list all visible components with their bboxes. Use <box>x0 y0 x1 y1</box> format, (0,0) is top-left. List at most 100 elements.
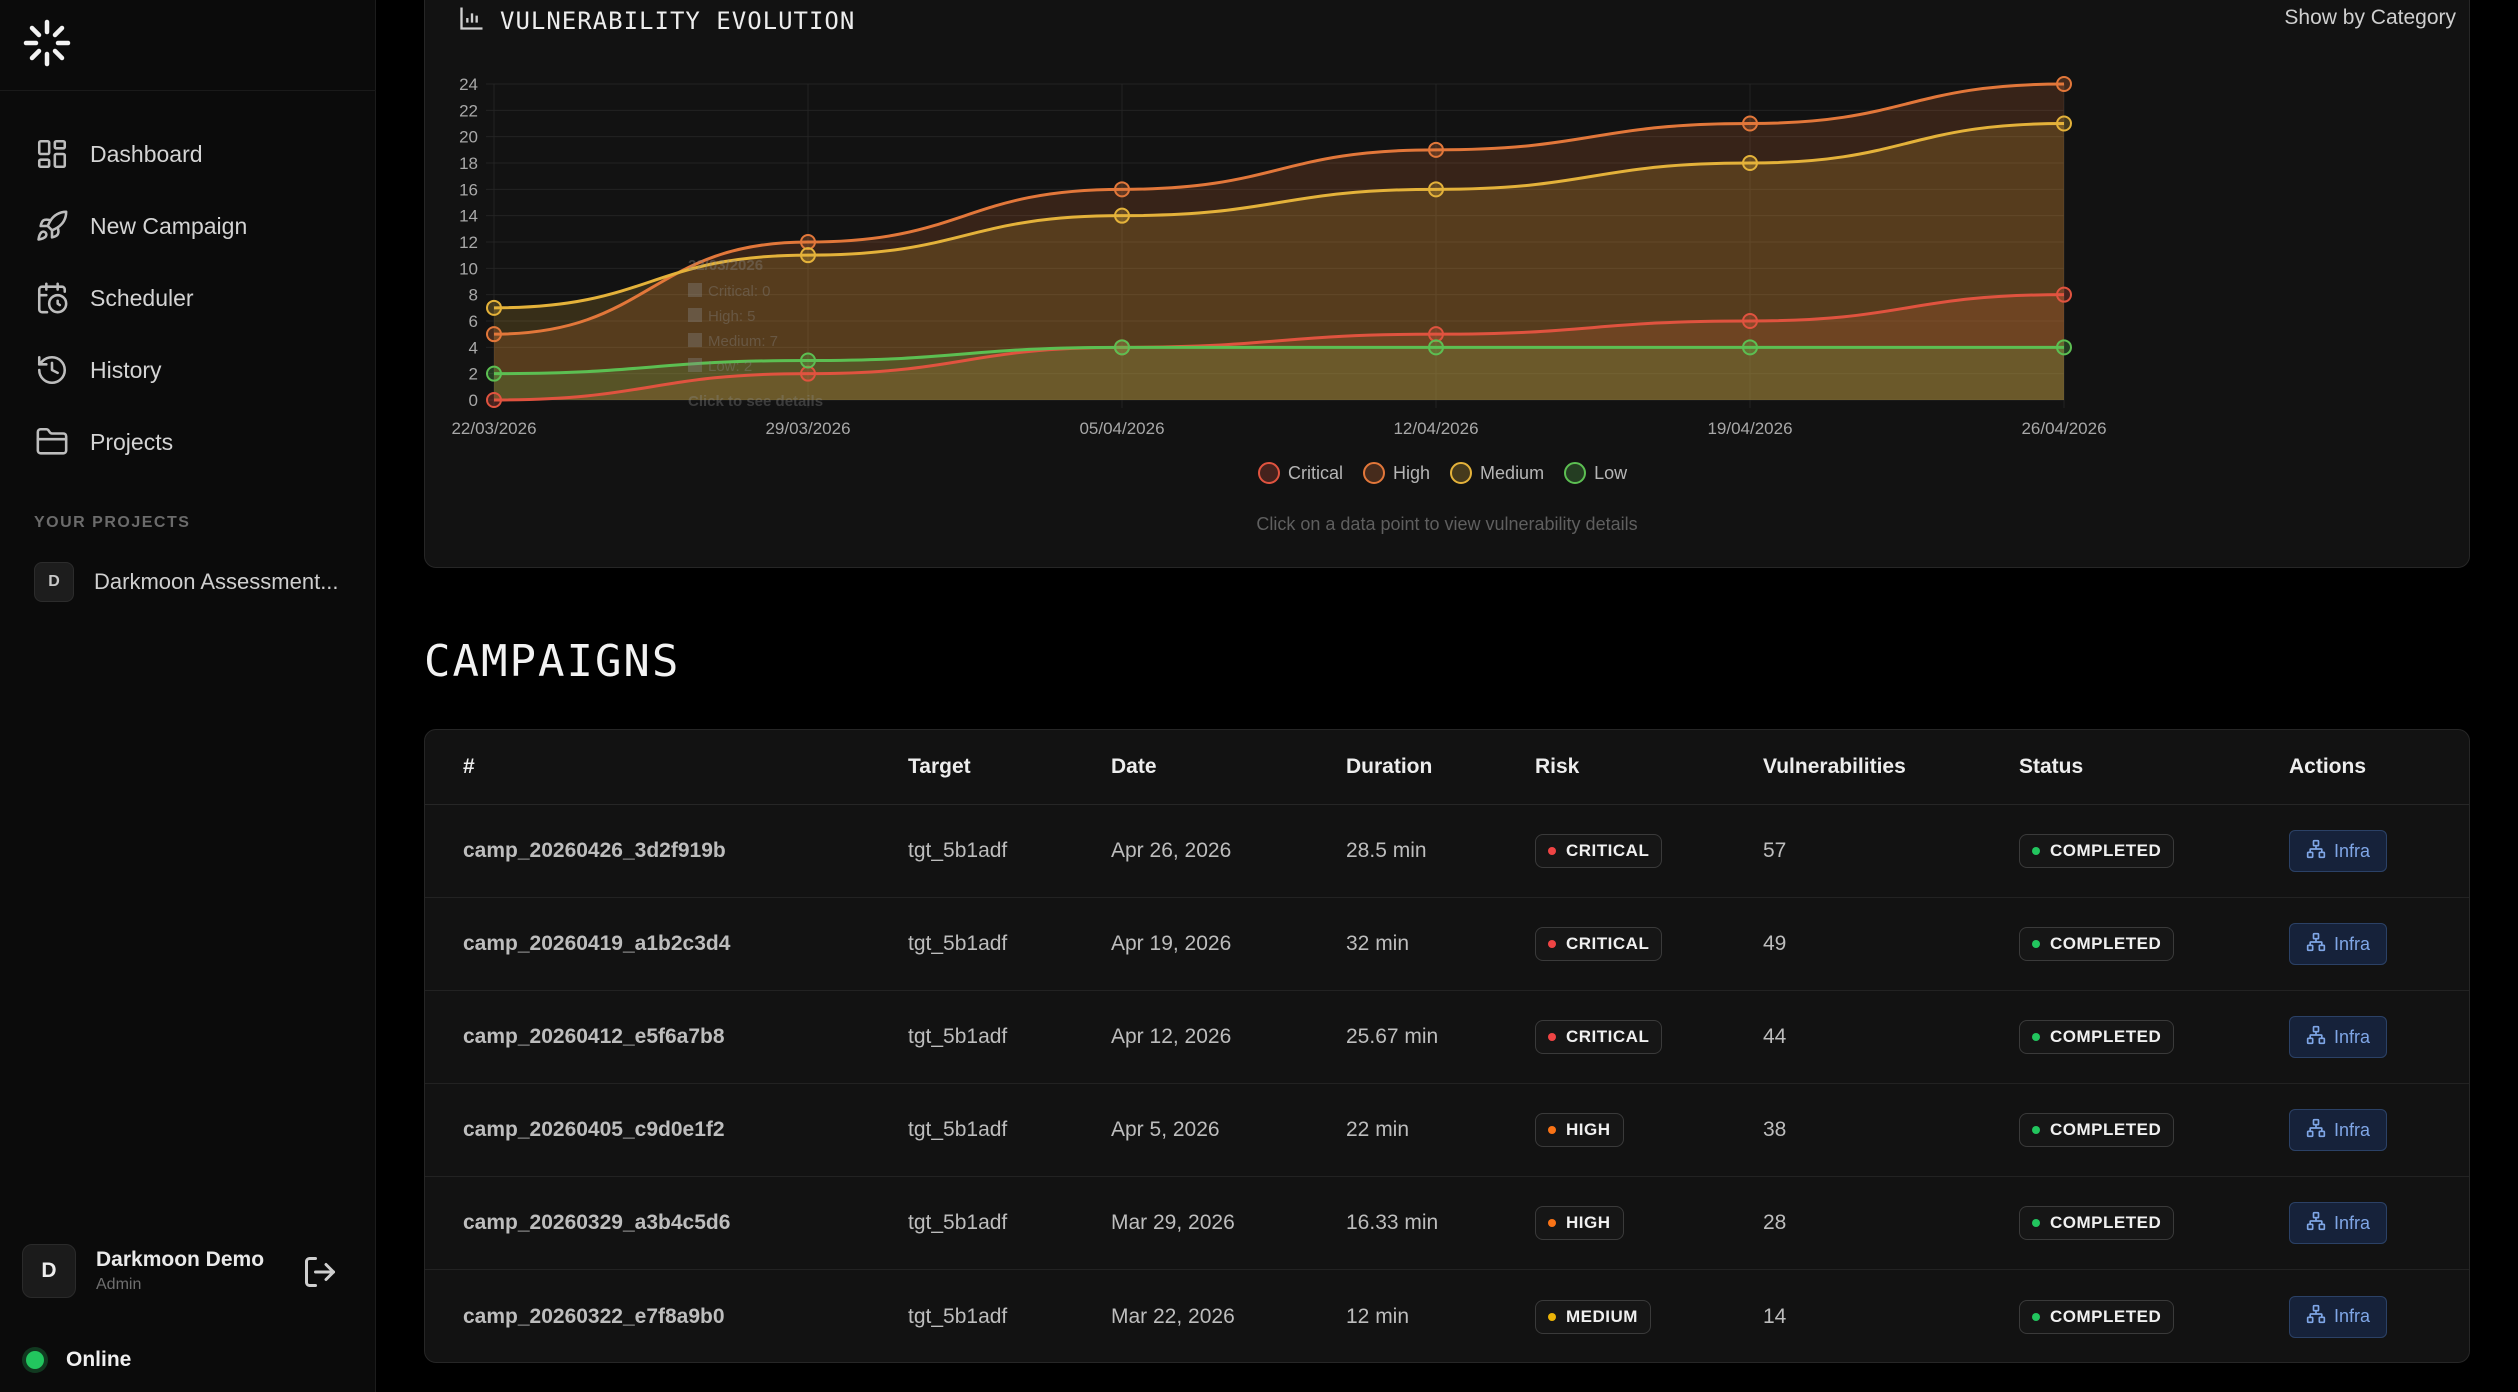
tooltip-line: Critical: 0 <box>708 283 771 300</box>
campaign-id[interactable]: camp_20260405_c9d0e1f2 <box>463 1118 725 1141</box>
data-point[interactable] <box>800 352 816 369</box>
risk-label: CRITICAL <box>1566 1027 1650 1046</box>
data-point[interactable] <box>2056 286 2072 303</box>
status-cell: COMPLETED <box>2019 1270 2175 1362</box>
infra-button[interactable]: Infra <box>2289 1016 2388 1058</box>
column-header[interactable]: Status <box>2019 755 2084 778</box>
nav-item-scheduler[interactable]: Scheduler <box>0 262 376 334</box>
data-point[interactable] <box>800 234 816 250</box>
data-point[interactable] <box>1742 339 1758 356</box>
table-row[interactable]: camp_20260322_e7f8a9b0 tgt_5b1adf Mar 22, … <box>425 1270 2469 1362</box>
status-label: COMPLETED <box>2050 1213 2162 1232</box>
target-cell: tgt_5b1adf <box>908 932 1008 955</box>
data-point[interactable] <box>2056 339 2072 356</box>
table-body: camp_20260426_3d2f919b tgt_5b1adf Apr 26, … <box>425 805 2469 1362</box>
status-dot <box>2032 1219 2040 1227</box>
data-point[interactable] <box>486 365 502 382</box>
risk-cell: CRITICAL <box>1535 898 1663 990</box>
nav-item-dashboard[interactable]: Dashboard <box>0 118 376 190</box>
data-point[interactable] <box>1428 181 1444 198</box>
status-indicator <box>26 1351 44 1369</box>
y-tick-label: 24 <box>459 75 478 94</box>
network-icon <box>2306 839 2334 864</box>
table-row[interactable]: camp_20260329_a3b4c5d6 tgt_5b1adf Mar 29, … <box>425 1177 2469 1270</box>
user-profile[interactable]: D Darkmoon Demo Admin <box>22 1244 264 1298</box>
table-row[interactable]: camp_20260419_a1b2c3d4 tgt_5b1adf Apr 19, … <box>425 898 2469 991</box>
legend-item-critical[interactable]: Critical <box>1258 462 1343 484</box>
column-header[interactable]: Vulnerabilities <box>1763 755 1906 778</box>
chart-hint: Click on a data point to view vulnerabil… <box>1256 514 1638 534</box>
column-header[interactable]: Duration <box>1346 755 1433 778</box>
nav-item-new-campaign[interactable]: New Campaign <box>0 190 376 262</box>
data-point[interactable] <box>486 326 502 343</box>
data-point[interactable] <box>486 299 502 316</box>
campaign-id[interactable]: camp_20260419_a1b2c3d4 <box>463 932 731 955</box>
data-point[interactable] <box>2056 115 2072 132</box>
column-header[interactable]: Target <box>908 755 971 778</box>
table-row[interactable]: camp_20260426_3d2f919b tgt_5b1adf Apr 26, … <box>425 805 2469 898</box>
duration-cell: 28.5 min <box>1346 839 1427 862</box>
date-cell: Mar 22, 2026 <box>1111 1304 1235 1328</box>
date-cell: Apr 19, 2026 <box>1111 932 1232 955</box>
campaigns-title: CAMPAIGNS <box>424 636 681 687</box>
history-icon <box>34 352 70 388</box>
nav-item-projects[interactable]: Projects <box>0 406 376 478</box>
column-header[interactable]: Risk <box>1535 755 1580 778</box>
campaign-id[interactable]: camp_20260322_e7f8a9b0 <box>463 1304 725 1328</box>
chart-legend: Critical High Medium Low <box>1258 462 1647 484</box>
infra-button[interactable]: Infra <box>2289 1202 2388 1244</box>
table-row[interactable]: camp_20260405_c9d0e1f2 tgt_5b1adf Apr 5, 2… <box>425 1084 2469 1177</box>
infra-label: Infra <box>2334 1026 2371 1047</box>
data-point[interactable] <box>1428 339 1444 356</box>
legend-swatch <box>1258 462 1280 484</box>
infra-button[interactable]: Infra <box>2289 1109 2388 1151</box>
status-cell: COMPLETED <box>2019 991 2175 1083</box>
legend-item-medium[interactable]: Medium <box>1450 462 1544 484</box>
column-header[interactable]: Date <box>1111 755 1157 778</box>
status-badge: COMPLETED <box>2019 1206 2175 1240</box>
risk-cell: HIGH <box>1535 1177 1624 1269</box>
sidebar-project-item[interactable]: D Darkmoon Assessment... <box>34 562 339 602</box>
connection-status: Online <box>26 1348 131 1372</box>
show-by-category-toggle[interactable]: Show by Category <box>2284 6 2456 29</box>
column-header[interactable]: # <box>463 755 475 778</box>
data-point[interactable] <box>1114 339 1130 356</box>
risk-dot <box>1548 1312 1556 1321</box>
app-logo-icon[interactable] <box>22 18 72 68</box>
x-tick-label: 12/04/2026 <box>1393 419 1478 438</box>
campaign-id[interactable]: camp_20260412_e5f6a7b8 <box>463 1025 725 1048</box>
data-point[interactable] <box>1742 155 1758 171</box>
infra-button[interactable]: Infra <box>2289 923 2388 965</box>
data-point[interactable] <box>1428 326 1444 343</box>
date-cell: Apr 12, 2026 <box>1111 1025 1232 1048</box>
tooltip-swatch <box>688 333 702 347</box>
campaign-id[interactable]: camp_20260426_3d2f919b <box>463 839 726 862</box>
data-point[interactable] <box>1742 313 1758 329</box>
folder-icon <box>34 424 70 460</box>
nav-item-history[interactable]: History <box>0 334 376 406</box>
infra-button[interactable]: Infra <box>2289 830 2388 872</box>
legend-label: Low <box>1594 462 1628 483</box>
data-point[interactable] <box>800 365 816 382</box>
data-point[interactable] <box>1428 141 1444 158</box>
data-point[interactable] <box>1114 207 1130 224</box>
legend-item-high[interactable]: High <box>1363 462 1430 484</box>
status-label: COMPLETED <box>2050 1027 2162 1046</box>
data-point[interactable] <box>800 247 816 264</box>
status-badge: COMPLETED <box>2019 1113 2175 1147</box>
tooltip-swatch <box>688 283 702 297</box>
duration-cell: 22 min <box>1346 1118 1410 1141</box>
series-area-medium <box>494 123 2064 400</box>
logout-button[interactable] <box>302 1254 342 1294</box>
table-row[interactable]: camp_20260412_e5f6a7b8 tgt_5b1adf Apr 12, … <box>425 991 2469 1084</box>
infra-button[interactable]: Infra <box>2289 1295 2388 1338</box>
data-point[interactable] <box>1114 181 1130 198</box>
legend-item-low[interactable]: Low <box>1564 462 1627 484</box>
data-point[interactable] <box>486 392 502 408</box>
duration-cell: 16.33 min <box>1346 1211 1439 1234</box>
campaign-id[interactable]: camp_20260329_a3b4c5d6 <box>463 1211 731 1234</box>
tooltip-line: Medium: 7 <box>708 333 778 350</box>
data-point[interactable] <box>2056 76 2072 92</box>
data-point[interactable] <box>1742 115 1758 132</box>
